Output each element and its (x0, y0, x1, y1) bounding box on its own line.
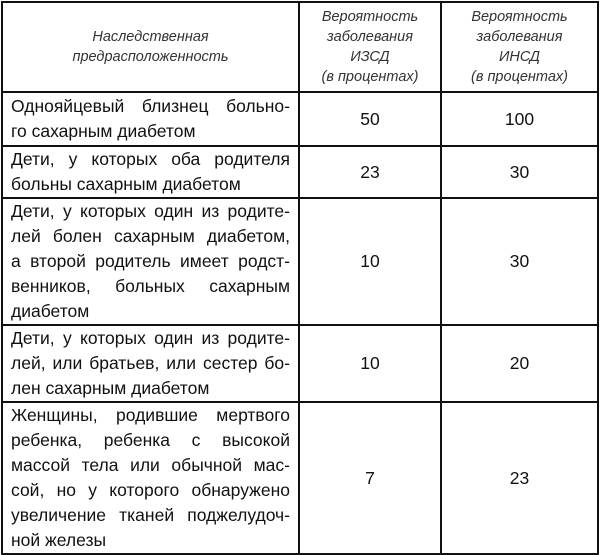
izsd-value: 10 (298, 197, 442, 326)
header-line: ИНСД (498, 49, 541, 65)
heredity-cell: Дети, у которых один из родите-лей болен… (1, 197, 300, 326)
heredity-line: ной железы (11, 530, 107, 550)
heredity-line: ребенка, ребенка с высокой (11, 430, 290, 450)
header-insd: Вероятность заболевания ИНСД (в процентах) (440, 1, 599, 93)
header-line: заболевания (327, 29, 413, 45)
heredity-cell: Однояйцевый близнец больно-го сахарным д… (1, 91, 300, 147)
header-line: предрасположенность (72, 49, 229, 65)
header-izsd: Вероятность заболевания ИЗСД (в процентах) (298, 1, 442, 93)
header-row: Наследственная предрасположенность Вероят… (1, 1, 599, 93)
heredity-line: Женщины, родившие мертвого (11, 405, 290, 425)
header-line: Вероятность (321, 9, 419, 25)
heredity-cell: Дети, у которых оба родителя больны сахар… (1, 145, 300, 199)
heredity-line: массой тела или обычной мас- (11, 455, 290, 475)
table-row: Женщины, родившие мертвого ребенка, ребен… (1, 401, 599, 555)
table-row: Дети, у которых оба родителя больны сахар… (1, 145, 599, 199)
heredity-line: Дети, у которых оба родителя (11, 149, 290, 169)
heredity-cell: Дети, у которых один из родите-лей, или … (1, 324, 300, 403)
heredity-line: Дети, у которых один из родите- (11, 328, 290, 348)
izsd-value: 7 (298, 401, 442, 555)
heredity-line: го сахарным диабетом (11, 121, 196, 141)
heredity-line: Дети, у которых один из родите- (11, 201, 290, 221)
izsd-value: 50 (298, 91, 442, 147)
header-line: Наследственная (92, 29, 209, 45)
insd-value: 23 (440, 401, 599, 555)
heredity-line: Однояйцевый близнец больно- (11, 96, 290, 116)
insd-value: 30 (440, 145, 599, 199)
header-line: ИЗСД (350, 49, 390, 65)
insd-value: 100 (440, 91, 599, 147)
heredity-cell: Женщины, родившие мертвого ребенка, ребен… (1, 401, 300, 555)
heredity-line: лей болен сахарным диабетом, (11, 226, 290, 246)
heredity-line: лен сахарным диабетом (11, 378, 210, 398)
heredity-line: диабетом (11, 301, 90, 321)
header-line: (в процентах) (471, 69, 568, 85)
table-row: Однояйцевый близнец больно-го сахарным д… (1, 91, 599, 147)
header-line: Вероятность (471, 9, 568, 25)
insd-value: 20 (440, 324, 599, 403)
heredity-line: увеличение тканей поджелудоч- (11, 505, 290, 525)
heredity-line: венников, больных сахарным (11, 276, 290, 296)
header-line: (в процентах) (321, 69, 419, 85)
table-row: Дети, у которых один из родите-лей, или … (1, 324, 599, 403)
header-line: заболевания (476, 29, 563, 45)
header-heredity: Наследственная предрасположенность (1, 1, 300, 93)
table-row: Дети, у которых один из родите-лей болен… (1, 197, 599, 326)
heredity-line: а второй родитель имеет родст- (11, 251, 290, 271)
izsd-value: 10 (298, 324, 442, 403)
insd-value: 30 (440, 197, 599, 326)
izsd-value: 23 (298, 145, 442, 199)
heredity-line: лей, или братьев, или сестер бо- (11, 353, 290, 373)
heredity-line: сой, но у которого обнаружено (11, 480, 290, 500)
heredity-line: больны сахарным диабетом (11, 174, 241, 194)
